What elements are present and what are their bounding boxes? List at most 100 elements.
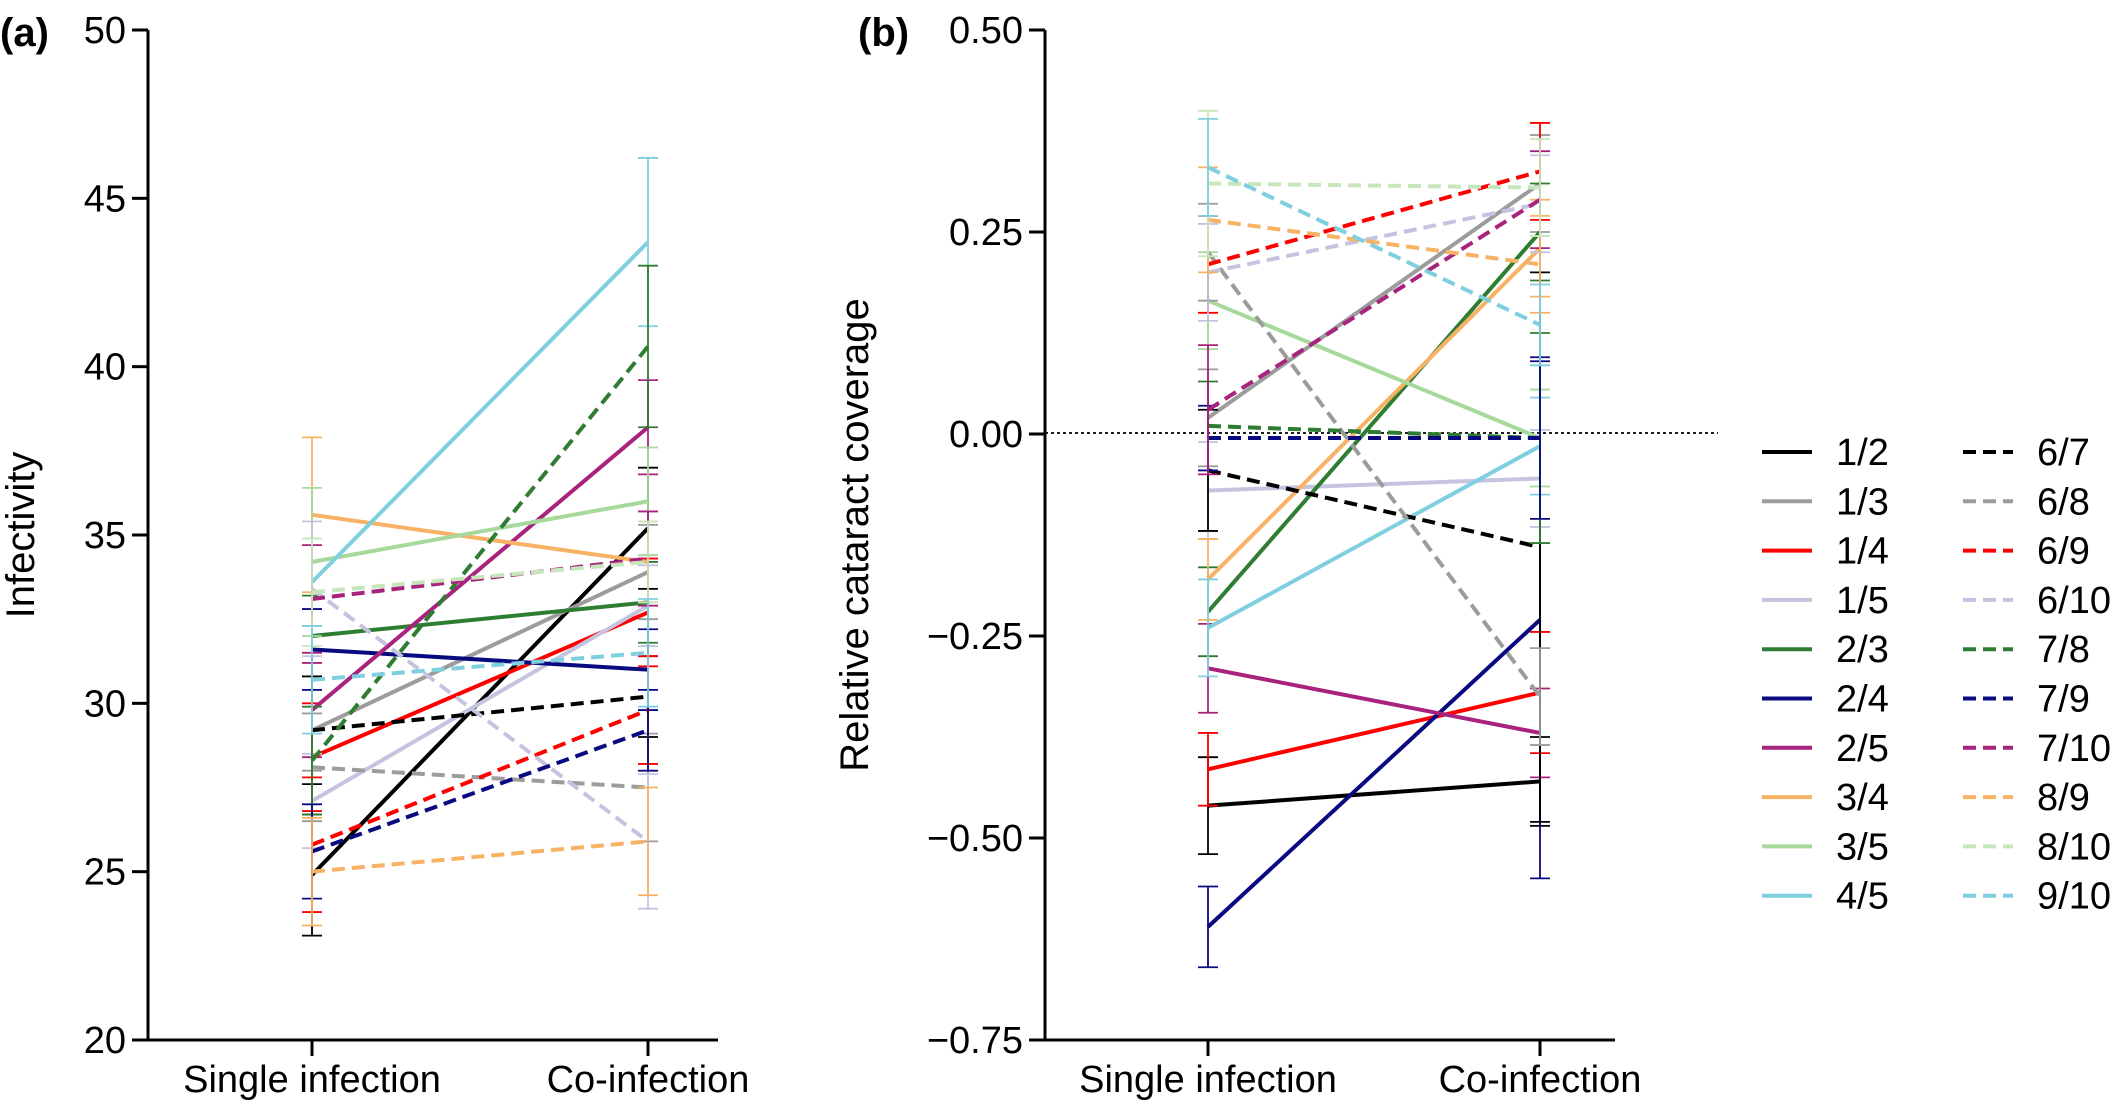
series-line [310, 240, 650, 584]
series-line [311, 708, 649, 847]
series-line [1207, 181, 1541, 190]
legend-label: 7/9 [2037, 679, 2090, 721]
legend-item: 9/10 [1963, 876, 2111, 918]
legend-label: 9/10 [2037, 876, 2111, 918]
series-line [1206, 230, 1542, 614]
series-6-8 [1198, 202, 1550, 746]
legend-label: 6/10 [2037, 580, 2111, 622]
series-line [311, 570, 649, 733]
panel-a-label: (a) [0, 11, 49, 55]
series-line [1207, 468, 1541, 550]
legend: 1/2 1/3 1/4 1/5 2/3 2/4 2/5 3/4 3/5 4/5 6/7 6/8 6/9 6… [1762, 432, 2111, 918]
series-line [311, 728, 649, 854]
series-line [1206, 618, 1542, 929]
x-tick-label: Co-infection [1439, 1059, 1642, 1101]
series-line [1206, 246, 1542, 581]
panel-b-y-axis-title: Relative cataract coverage [833, 298, 877, 772]
legend-item: 3/4 [1762, 777, 1889, 819]
y-tick-label: 45 [84, 178, 126, 220]
series-1-3 [302, 524, 658, 772]
legend-label: 8/10 [2037, 826, 2111, 868]
error-bar [638, 264, 658, 429]
series-line [311, 650, 649, 682]
legend-label: 2/4 [1836, 679, 1889, 721]
legend-label: 7/8 [2037, 629, 2090, 671]
y-tick-label: 50 [84, 10, 126, 52]
x-tick-label: Single infection [183, 1059, 441, 1101]
series-1-2 [1198, 736, 1550, 856]
legend-label: 1/2 [1836, 432, 1889, 474]
legend-label: 6/7 [2037, 432, 2090, 474]
series-line [310, 425, 650, 712]
legend-item: 1/4 [1762, 531, 1889, 573]
panel-a-y-ticks: 20 25 30 35 40 45 50 [84, 10, 148, 1062]
y-tick-label: −0.25 [927, 616, 1023, 658]
series-line [1207, 169, 1541, 267]
legend-label: 8/9 [2037, 777, 2090, 819]
series-line [310, 603, 650, 803]
series-line [1207, 423, 1541, 441]
panel-b-x-ticks: Single infection Co-infection [1079, 1040, 1641, 1101]
panel-b-y-ticks: 0.50 0.25 0.00 −0.25 −0.50 −0.75 [927, 10, 1045, 1062]
error-bar [1530, 647, 1550, 746]
series-6-9 [1198, 122, 1550, 314]
series-line [1206, 197, 1542, 412]
legend-label: 1/4 [1836, 531, 1889, 573]
legend-item: 7/8 [1963, 629, 2090, 671]
y-tick-label: −0.50 [927, 818, 1023, 860]
x-tick-label: Co-infection [547, 1059, 750, 1101]
panel-b-series [1198, 109, 1550, 969]
series-line [1207, 779, 1541, 808]
series-line [1207, 217, 1541, 267]
series-line [311, 839, 649, 874]
error-bar [638, 786, 658, 897]
legend-item: 2/5 [1762, 728, 1889, 770]
y-tick-label: 30 [84, 683, 126, 725]
series-line [310, 345, 650, 762]
legend-item: 2/4 [1762, 679, 1889, 721]
legend-item: 3/5 [1762, 826, 1889, 868]
y-tick-label: 0.50 [949, 10, 1023, 52]
series-line [311, 647, 649, 672]
series-2-4 [302, 608, 658, 711]
panel-a-y-axis-title: Infectivity [0, 452, 43, 619]
series-9-10 [1198, 117, 1550, 367]
panel-a-series [302, 157, 658, 937]
series-line [1207, 165, 1541, 327]
legend-label: 1/5 [1836, 580, 1889, 622]
series-3-5 [1198, 251, 1550, 488]
error-bar [638, 598, 658, 708]
legend-item: 1/3 [1762, 481, 1889, 523]
series-6-7 [1198, 271, 1550, 823]
y-tick-label: 25 [84, 852, 126, 894]
legend-item: 7/10 [1963, 728, 2111, 770]
series-line [1207, 666, 1541, 735]
legend-item: 1/2 [1762, 432, 1889, 474]
legend-item: 6/7 [1963, 432, 2090, 474]
panel-a: (a) 20 25 30 35 40 45 50 Single infection Co-in… [0, 10, 749, 1101]
series-line [1207, 201, 1541, 275]
legend-item: 6/8 [1963, 481, 2090, 523]
legend-item: 7/9 [1963, 679, 2090, 721]
legend-label: 6/8 [2037, 481, 2090, 523]
series-6-9 [302, 655, 658, 913]
series-line [1206, 251, 1542, 698]
legend-item: 6/10 [1963, 580, 2111, 622]
y-tick-label: 0.25 [949, 212, 1023, 254]
legend-item: 6/9 [1963, 531, 2090, 573]
panel-b: (b) 0.50 0.25 0.00 −0.25 −0.50 −0.75 Single i… [833, 10, 1718, 1101]
legend-label: 2/5 [1836, 728, 1889, 770]
legend-label: 1/3 [1836, 481, 1889, 523]
y-tick-label: 20 [84, 1020, 126, 1062]
series-1-5 [1198, 429, 1550, 540]
series-6-10 [1198, 154, 1550, 322]
y-tick-label: 40 [84, 347, 126, 389]
series-9-10 [302, 598, 658, 735]
legend-label: 7/10 [2037, 728, 2111, 770]
y-tick-label: 0.00 [949, 414, 1023, 456]
legend-item: 2/3 [1762, 629, 1889, 671]
error-bar [1198, 578, 1218, 678]
y-tick-label: 35 [84, 515, 126, 557]
series-1-4 [302, 557, 658, 812]
